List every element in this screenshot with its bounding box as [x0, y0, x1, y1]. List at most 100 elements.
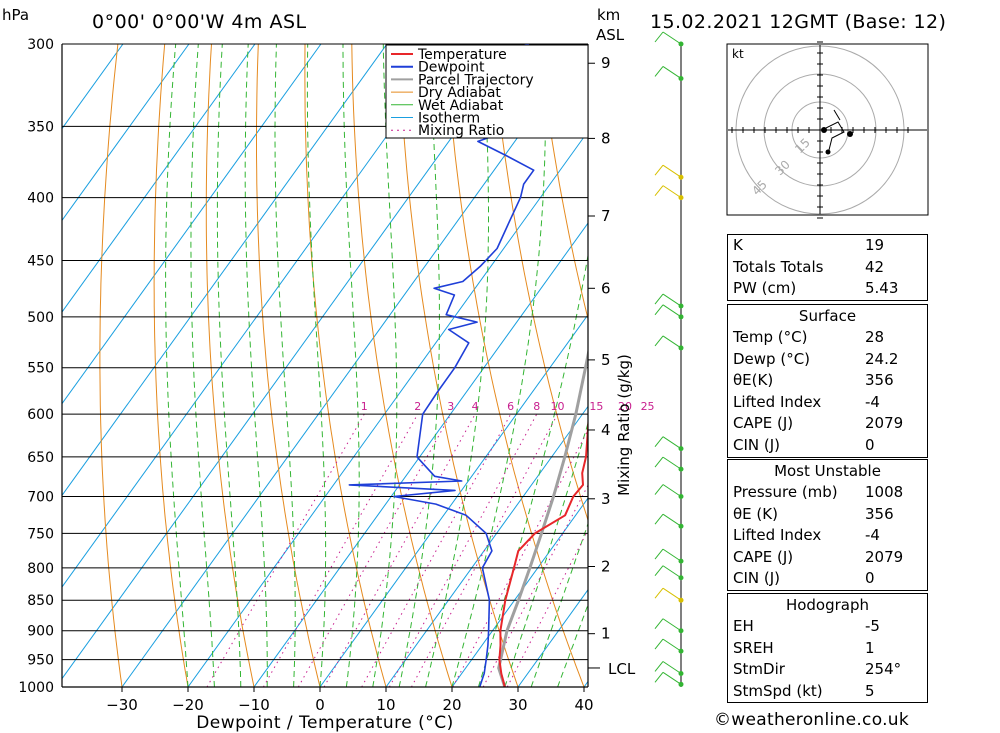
mixing-ratio-line [410, 413, 558, 687]
temperature-tick-label: 0 [315, 696, 325, 714]
isotherm-line [451, 497, 588, 687]
legend-entry: Temperature [417, 47, 507, 63]
wind-barb [654, 293, 682, 307]
surface-title: Surface [798, 307, 857, 325]
wind-barb [654, 484, 682, 497]
km-tick-label: 8 [601, 129, 611, 147]
legend-entry: Dewpoint [418, 60, 485, 76]
hodograph-title: Hodograph [785, 596, 870, 614]
hodograph-trace [833, 109, 841, 121]
wind-barb [654, 661, 682, 674]
wind-barb [654, 548, 682, 562]
surface-row: Dewp (°C) 24.2 [733, 349, 899, 368]
hodograph-table: Hodograph EH -5 SREH 1 StmDir 254° StmSpd (… [727, 593, 928, 704]
dry-adiabat [444, 44, 585, 687]
isotherm-line [62, 44, 520, 680]
mixing-ratio-label: 15 [589, 400, 603, 413]
dry-adiabat [351, 44, 453, 687]
km-label: km [597, 6, 621, 24]
mixing-ratio-label: 4 [472, 400, 479, 413]
mixing-ratio-line [361, 413, 512, 687]
mixing-ratio-label: 6 [507, 400, 514, 413]
km-tick-label: 1 [601, 625, 611, 643]
km-tick-label: 2 [601, 557, 611, 575]
pressure-tick-label: 500 [27, 310, 54, 326]
most-unstable-title: Most Unstable [774, 462, 881, 480]
mixing-ratio-label: 1 [361, 400, 368, 413]
pressure-tick-label: 550 [27, 361, 54, 377]
km-tick-label: 9 [601, 54, 611, 72]
wind-barb [654, 456, 682, 470]
pressure-tick-label: 1000 [18, 680, 54, 696]
isotherm-line [319, 313, 588, 687]
km-tick-label: 4 [601, 421, 611, 439]
wet-adiabat [342, 44, 360, 687]
hodograph-point [847, 131, 853, 137]
mixing-ratio-label: 10 [551, 400, 565, 413]
mixing-ratio-label: 20 [618, 400, 632, 413]
temperature-tick-label: 20 [442, 696, 461, 714]
wind-barb [654, 565, 682, 579]
lcl-label: LCL [608, 660, 636, 678]
pressure-tick-label: 700 [27, 490, 54, 506]
pressure-tick-label: 750 [27, 526, 54, 542]
km-tick-label: 3 [601, 490, 611, 508]
pressure-tick-label: 400 [27, 191, 54, 207]
asl-label: ASL [596, 26, 625, 44]
legend-entry: Isotherm [418, 111, 480, 127]
pressure-tick-label: 300 [27, 37, 54, 53]
legend-entry: Dry Adiabat [418, 85, 501, 101]
pressure-tick-label: 600 [27, 407, 54, 423]
wet-adiabat [557, 603, 588, 687]
isotherm-line [62, 44, 454, 588]
dry-adiabat [398, 44, 519, 687]
hodograph-point [825, 149, 831, 155]
hodo-row: StmDir 254° [733, 660, 902, 679]
mixing-ratio-line [452, 429, 588, 687]
pressure-unit: hPa [2, 6, 30, 24]
temperature-line [498, 414, 588, 687]
pressure-tick-label: 350 [27, 119, 54, 135]
mu-row: θE (K) 356 [733, 504, 894, 523]
wind-barb [654, 671, 682, 685]
datetime-title: 15.02.2021 12GMT (Base: 12) [650, 11, 947, 33]
pressure-tick-label: 900 [27, 624, 54, 640]
km-tick-label: 5 [601, 351, 611, 369]
isotherm-line [62, 44, 322, 405]
x-axis-label: Dewpoint / Temperature (°C) [196, 713, 454, 733]
indices-table: K 19 Totals Totals 42 PW (cm) 5.43 [727, 234, 928, 301]
mixing-ratio-line [323, 413, 476, 687]
isotherm-line [385, 405, 588, 687]
wind-barb [654, 513, 682, 527]
wet-adiabat [274, 44, 296, 687]
surface-row: Temp (°C) 28 [733, 328, 885, 346]
surface-row: Lifted Index -4 [733, 392, 880, 411]
surface-row: θE(K) 356 [733, 371, 894, 390]
surface-table: Surface Temp (°C) 28 Dewp (°C) 24.2 θE(K) 3… [727, 304, 928, 458]
wind-barb [654, 185, 682, 199]
wet-adiabat [451, 44, 547, 687]
pressure-tick-label: 850 [27, 593, 54, 609]
mixing-ratio-axis-label: Mixing Ratio (g/kg) [615, 354, 633, 496]
credit-link[interactable]: ©weatheronline.co.uk [714, 710, 910, 730]
hodo-row: EH -5 [733, 617, 880, 635]
parcel-trajectory-line [497, 347, 588, 687]
index-row: PW (cm) 5.43 [733, 279, 899, 298]
index-row: K 19 [733, 236, 885, 254]
isotherm-line [121, 44, 586, 687]
dry-adiabat [960, 44, 1000, 687]
mixing-ratio-label: 25 [641, 400, 655, 413]
most-unstable-table: Most Unstable Pressure (mb) 1008 θE (K) 35… [727, 459, 928, 591]
km-tick-label: 7 [601, 207, 611, 225]
dry-adiabat [153, 44, 189, 687]
wind-barb [654, 638, 682, 652]
mixing-ratio-line [388, 413, 538, 687]
dry-adiabat [99, 44, 123, 687]
isotherm-line [62, 44, 256, 313]
dewpoint-line [348, 44, 535, 687]
km-tick-label: 6 [601, 279, 611, 297]
temperature-tick-label: −20 [172, 696, 204, 714]
wet-adiabat [530, 522, 588, 687]
hodo-row: StmSpd (kt) 5 [733, 681, 875, 700]
